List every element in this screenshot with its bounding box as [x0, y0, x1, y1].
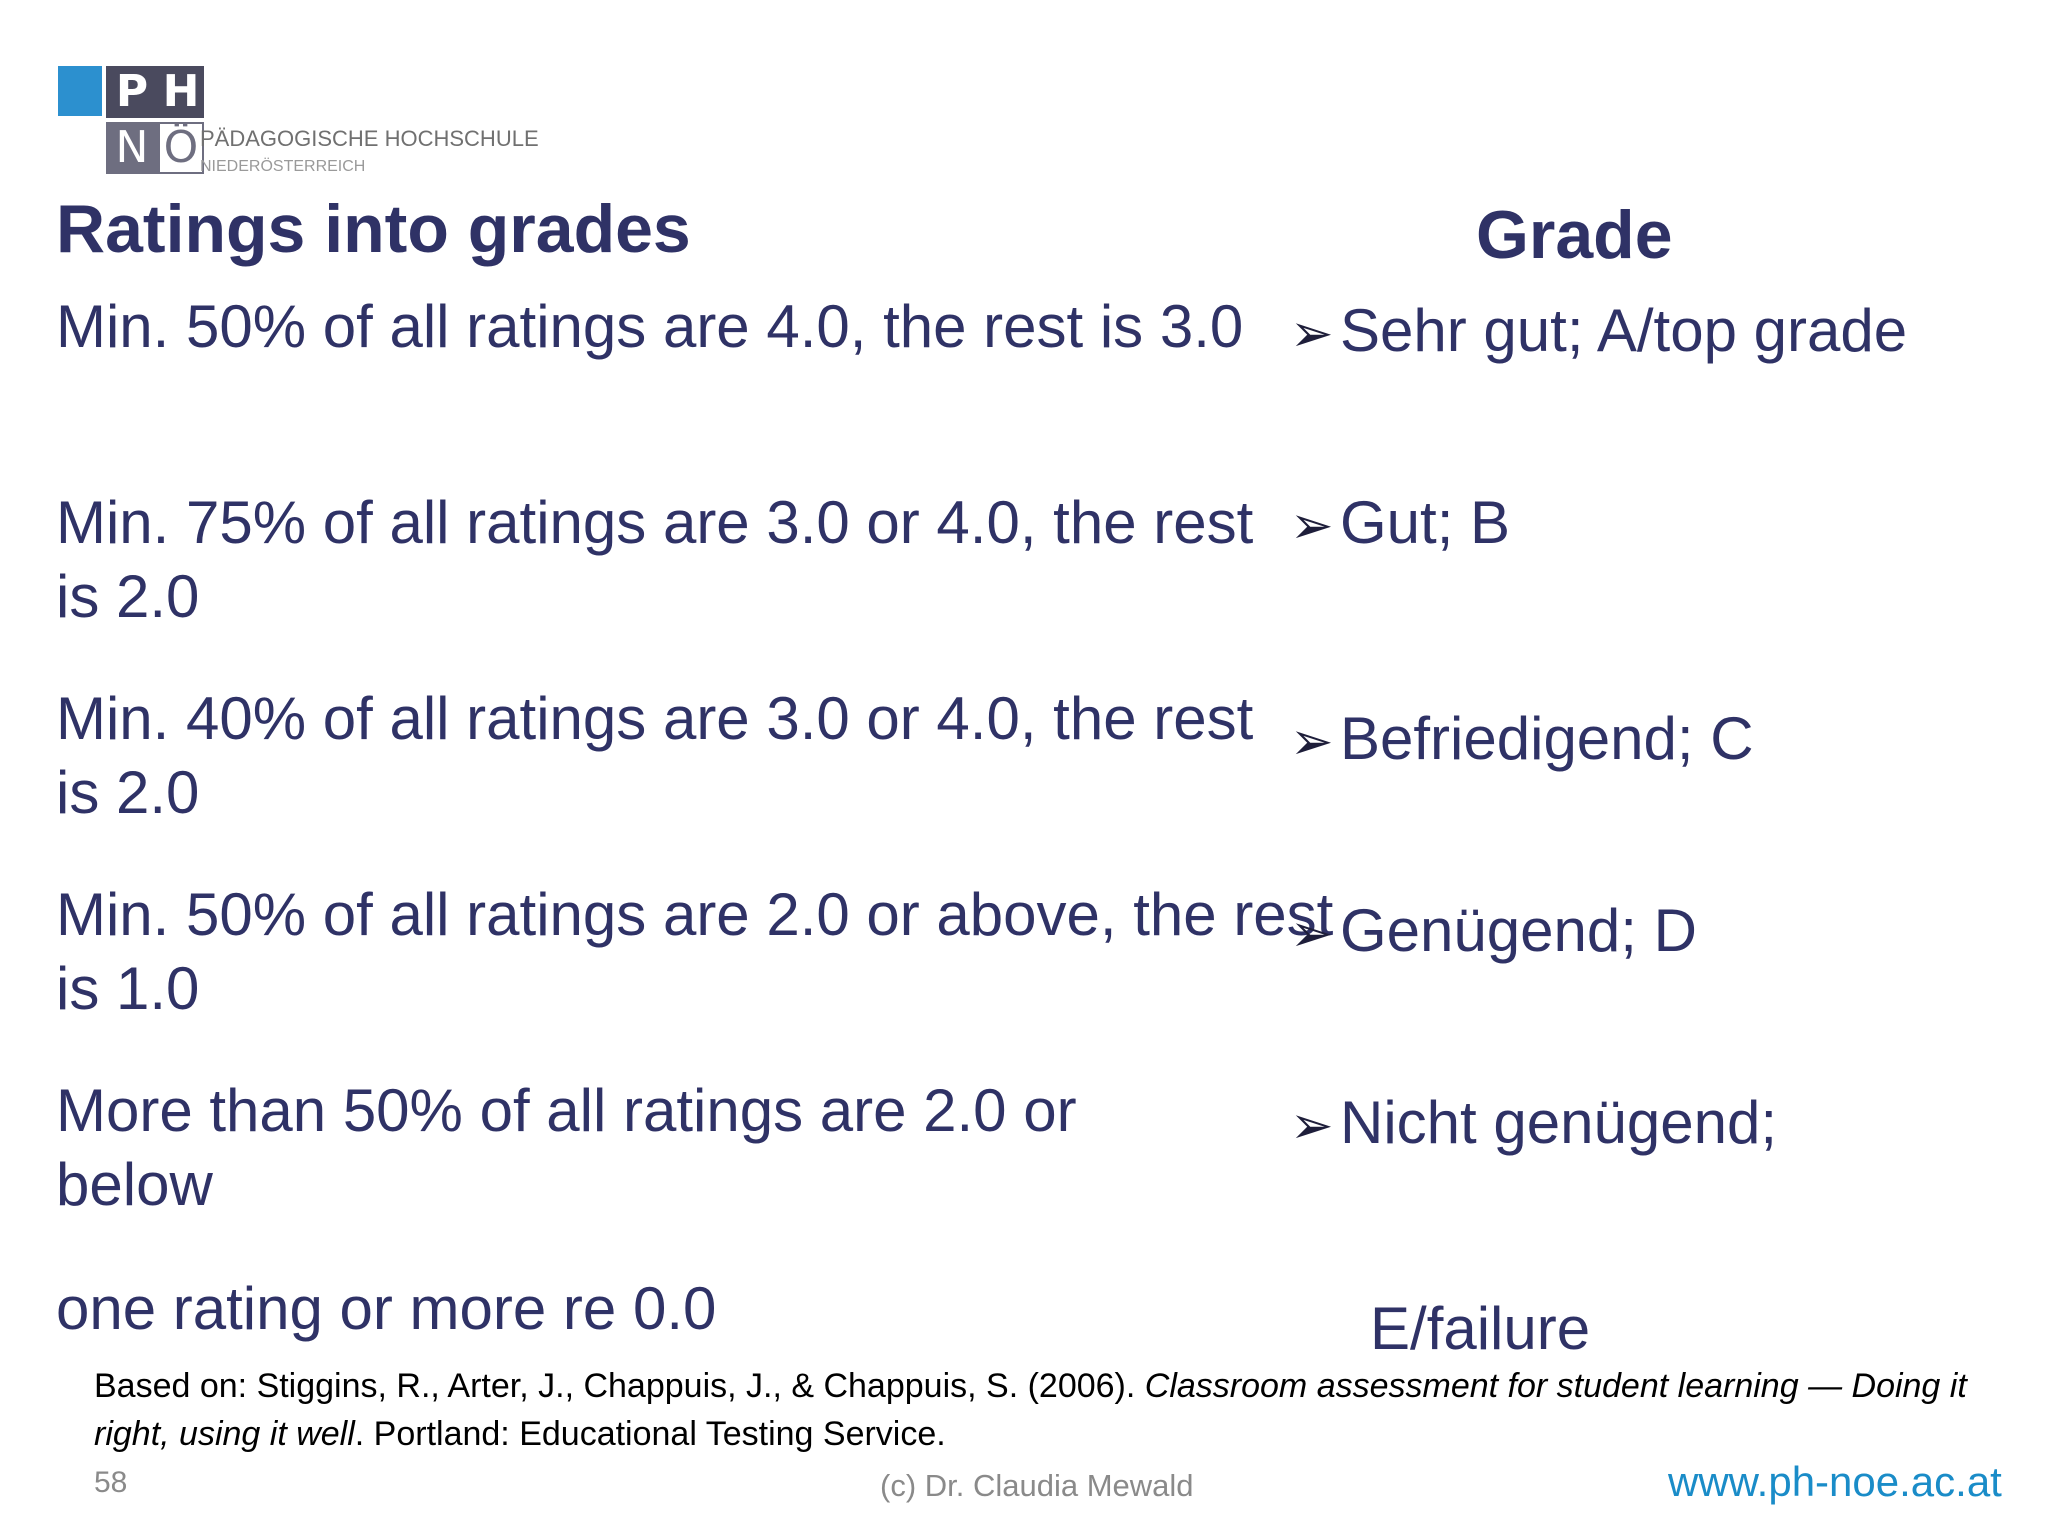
grade-label: Genügend; D — [1340, 897, 1697, 964]
logo-text-line1: PÄDAGOGISCHE HOCHSCHULE — [200, 126, 539, 151]
logo-text-line2: NIEDERÖSTERREICH — [200, 158, 366, 175]
rule-text-1: Min. 50% of all ratings are 4.0, the res… — [56, 293, 1244, 360]
grade-label: Sehr gut; A/top grade — [1340, 297, 1908, 364]
grade-item-1: ➢ Sehr gut; A/top grade — [1290, 294, 1907, 371]
grade-item-2: ➢ Gut; B — [1290, 486, 1510, 563]
rule-text-5: More than 50% of all ratings are 2.0 or … — [56, 1077, 1077, 1218]
website-link[interactable]: www.ph-noe.ac.at — [1668, 1458, 2002, 1505]
logo-letter-p: P — [106, 66, 158, 118]
grade-item-5: ➢ Nicht genügend; — [1290, 1086, 1777, 1163]
slide-title: Ratings into grades — [56, 191, 691, 267]
arrow-bullet-icon: ➢ — [1290, 305, 1334, 363]
logo-blue-square — [58, 66, 102, 116]
logo-letter-n: N — [106, 122, 158, 174]
logo-letter-h: H — [158, 66, 204, 118]
grade-item-6: E/failure — [1370, 1295, 1591, 1362]
rule-text-4: Min. 50% of all ratings are 2.0 or above… — [56, 881, 1334, 1022]
grade-item-4: ➢ Genügend; D — [1290, 894, 1697, 971]
arrow-bullet-icon: ➢ — [1290, 497, 1334, 555]
reference-suffix: . Portland: Educational Testing Service. — [354, 1415, 946, 1453]
grade-label: Nicht genügend; — [1340, 1089, 1777, 1156]
copyright-notice: (c) Dr. Claudia Mewald — [880, 1468, 1194, 1503]
reference-citation: Based on: Stiggins, R., Arter, J., Chapp… — [94, 1362, 1974, 1458]
grade-column-header: Grade — [1476, 197, 1673, 273]
grade-label: Gut; B — [1340, 489, 1511, 556]
arrow-bullet-icon: ➢ — [1290, 713, 1334, 771]
institution-logo: P H N Ö PÄDAGOGISCHE HOCHSCHULE NIEDERÖS… — [58, 62, 539, 188]
arrow-bullet-icon: ➢ — [1290, 1097, 1334, 1155]
rule-text-2: Min. 75% of all ratings are 3.0 or 4.0, … — [56, 489, 1254, 630]
reference-prefix: Based on: Stiggins, R., Arter, J., Chapp… — [94, 1367, 1145, 1405]
logo-letter-oe: Ö — [158, 122, 204, 174]
reference-title: Classroom assessment for student learnin… — [94, 1367, 1967, 1453]
arrow-bullet-icon: ➢ — [1290, 905, 1334, 963]
rule-text-3: Min. 40% of all ratings are 3.0 or 4.0, … — [56, 685, 1254, 826]
rule-text-6: one rating or more re 0.0 — [56, 1275, 717, 1342]
grade-label: Befriedigend; C — [1340, 705, 1754, 772]
page-number: 58 — [94, 1466, 128, 1499]
grade-item-3: ➢ Befriedigend; C — [1290, 702, 1754, 779]
